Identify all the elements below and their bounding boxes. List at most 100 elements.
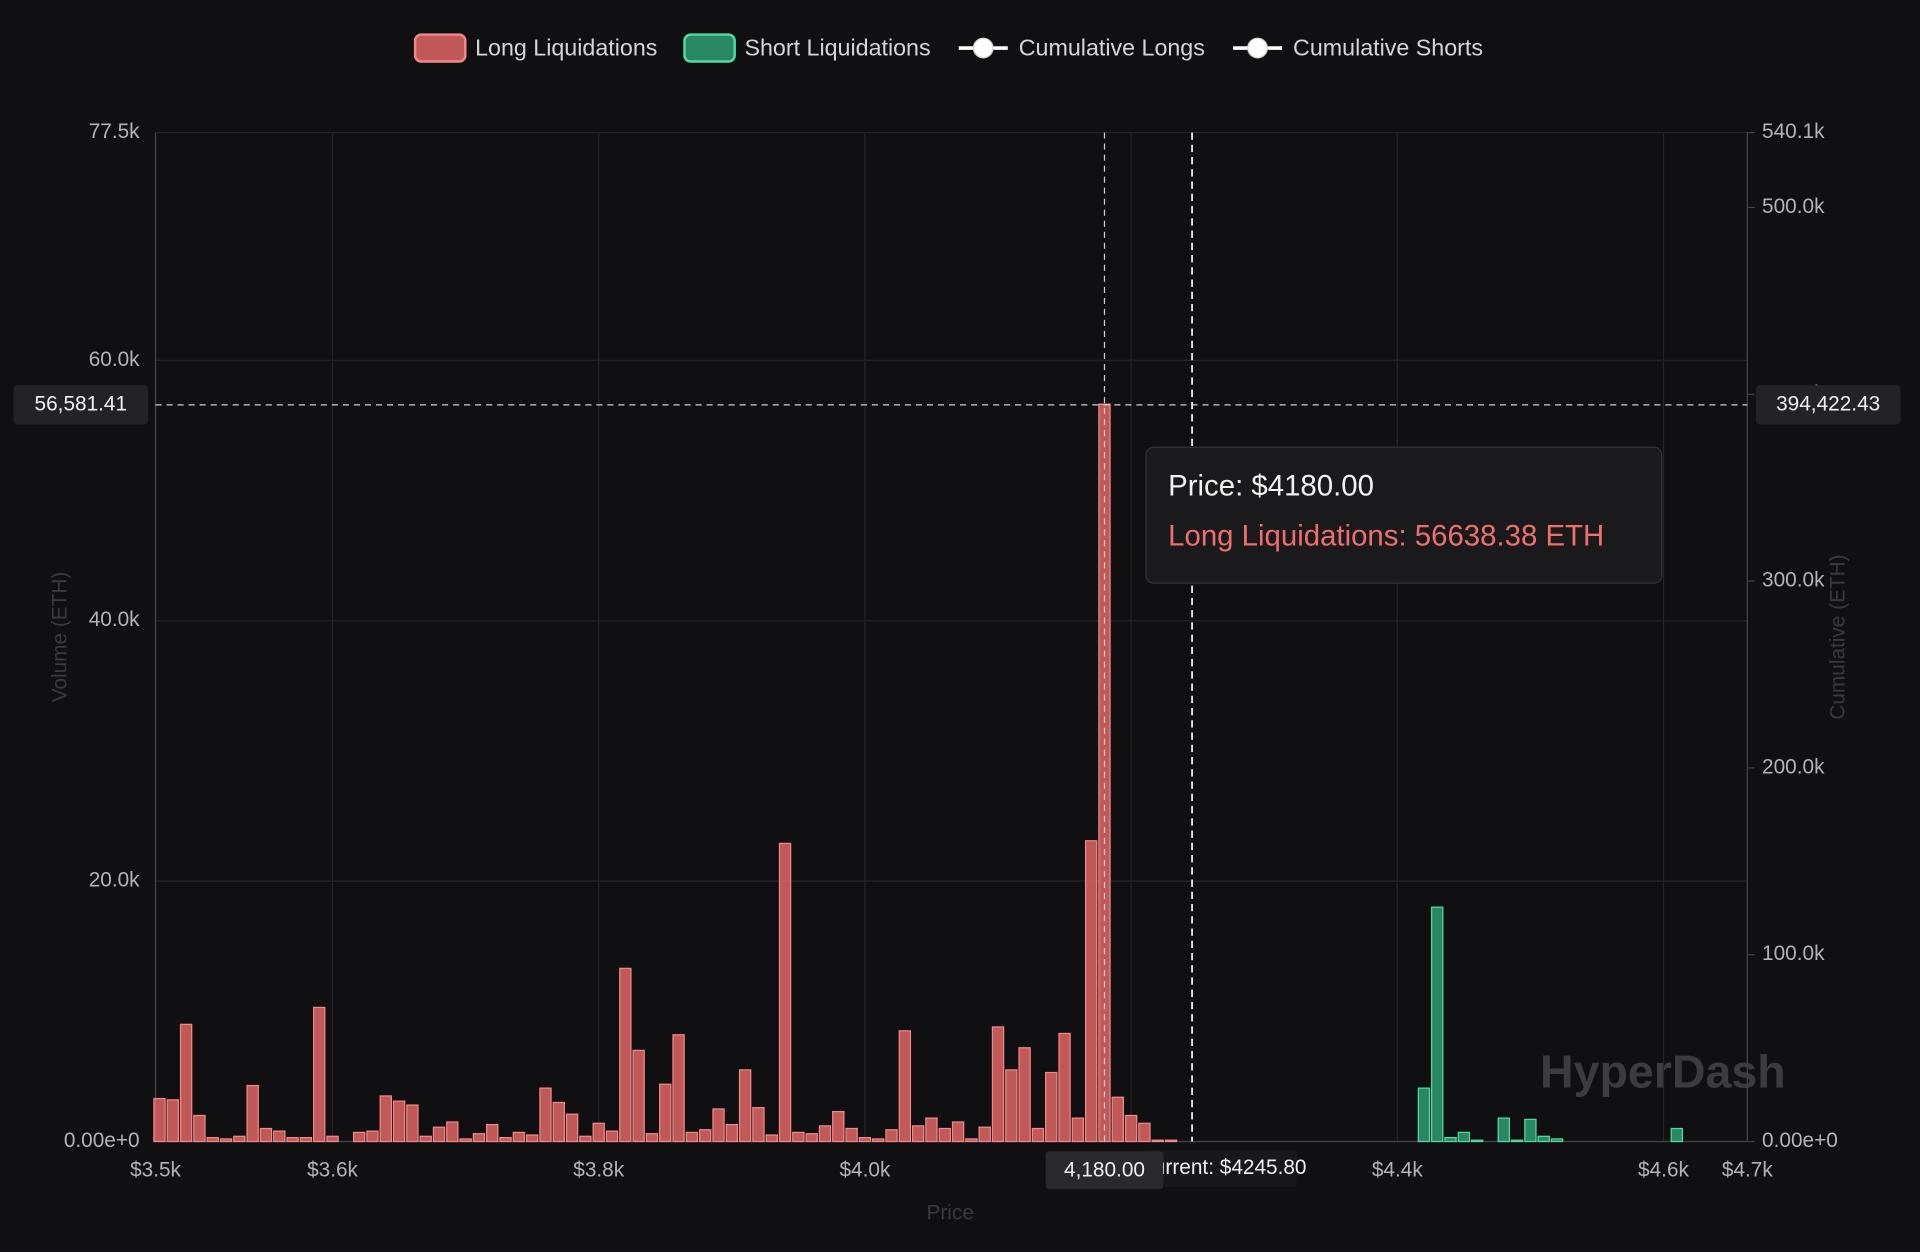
legend-label: Long Liquidations bbox=[475, 34, 657, 60]
crosshair-y-label: 56,581.41 bbox=[35, 392, 128, 415]
bar bbox=[925, 1117, 938, 1143]
legend-label: Cumulative Longs bbox=[1019, 34, 1205, 60]
bar bbox=[179, 1023, 193, 1143]
bar bbox=[1138, 1122, 1151, 1143]
bar bbox=[845, 1127, 858, 1143]
bar bbox=[392, 1100, 406, 1143]
y2-tick-label: 0.00e+0 bbox=[1762, 1129, 1838, 1152]
bar bbox=[1018, 1047, 1031, 1143]
bar bbox=[1084, 840, 1098, 1143]
bar bbox=[579, 1135, 592, 1143]
bar bbox=[792, 1131, 805, 1143]
bar bbox=[698, 1129, 712, 1143]
crosshair-y-label-box bbox=[13, 385, 149, 425]
bar bbox=[552, 1101, 565, 1143]
bar bbox=[978, 1126, 991, 1143]
x-tick-label: $3.5k bbox=[130, 1158, 181, 1181]
bar bbox=[219, 1138, 233, 1143]
bar bbox=[1031, 1127, 1045, 1143]
y-tick-label: 0.00e+0 bbox=[64, 1129, 140, 1152]
bar bbox=[1431, 906, 1444, 1143]
y-tick-label: 60.0k bbox=[89, 348, 140, 371]
tooltip-box bbox=[1145, 446, 1663, 584]
bar bbox=[938, 1127, 951, 1143]
bar bbox=[752, 1107, 765, 1143]
x-tick-label: $3.8k bbox=[573, 1158, 624, 1181]
bar bbox=[645, 1133, 659, 1143]
bar bbox=[259, 1127, 273, 1143]
crosshair-x-label: 4,180.00 bbox=[1064, 1158, 1145, 1181]
bar bbox=[1164, 1139, 1178, 1143]
x-tick-label: $4.6k bbox=[1638, 1158, 1689, 1181]
legend-marker bbox=[1247, 37, 1268, 59]
legend-label: Short Liquidations bbox=[744, 34, 930, 60]
bar bbox=[619, 967, 632, 1143]
crosshair-y2-label: 394,422.43 bbox=[1776, 392, 1880, 415]
bar bbox=[432, 1126, 446, 1143]
y-tick-label: 20.0k bbox=[89, 869, 140, 892]
bar bbox=[951, 1121, 965, 1143]
y-tick-label: 77.5k bbox=[89, 120, 140, 143]
bar bbox=[765, 1134, 778, 1143]
legend-marker bbox=[972, 37, 994, 59]
y2-tick-label: 540.1k bbox=[1762, 120, 1825, 143]
bar bbox=[286, 1136, 299, 1143]
bar bbox=[486, 1123, 499, 1143]
y2-axis-title: Cumulative (ETH) bbox=[1827, 554, 1850, 719]
bar bbox=[1510, 1139, 1524, 1143]
legend: Long Liquidations Short Liquidations Cumul… bbox=[413, 33, 1483, 63]
bar bbox=[659, 1083, 672, 1143]
bar bbox=[233, 1135, 246, 1143]
bar bbox=[352, 1131, 366, 1143]
bar bbox=[166, 1099, 180, 1143]
bar bbox=[991, 1026, 1005, 1143]
bar bbox=[592, 1122, 605, 1143]
bar bbox=[1497, 1117, 1510, 1143]
bar bbox=[805, 1133, 818, 1143]
bar bbox=[379, 1095, 392, 1143]
bar bbox=[406, 1104, 419, 1143]
bar bbox=[605, 1130, 619, 1143]
bar bbox=[898, 1030, 912, 1143]
bar bbox=[459, 1138, 472, 1143]
bar bbox=[206, 1136, 219, 1143]
bar bbox=[965, 1138, 978, 1143]
bar bbox=[565, 1113, 579, 1143]
bar bbox=[153, 1097, 166, 1143]
bar bbox=[858, 1136, 872, 1143]
crosshair-x-label-box bbox=[1045, 1151, 1164, 1190]
x-axis-title: Price bbox=[927, 1201, 974, 1224]
bar bbox=[1151, 1139, 1164, 1143]
bar bbox=[1670, 1127, 1684, 1143]
bar bbox=[832, 1110, 845, 1143]
bar bbox=[193, 1114, 206, 1143]
y2-tick-label: 100.0k bbox=[1762, 942, 1825, 965]
bar bbox=[778, 842, 792, 1143]
bar bbox=[499, 1136, 512, 1143]
crosshair-y2-label-box bbox=[1755, 385, 1901, 425]
bar bbox=[1550, 1138, 1564, 1143]
y2-tick-label: 300.0k bbox=[1762, 569, 1825, 592]
bar bbox=[685, 1131, 699, 1143]
bar bbox=[326, 1135, 339, 1143]
x-tick-label: $4.0k bbox=[839, 1158, 890, 1181]
x-tick-label: $3.6k bbox=[307, 1158, 358, 1181]
bar bbox=[299, 1136, 313, 1143]
bar bbox=[1045, 1071, 1058, 1143]
y-tick-label: 40.0k bbox=[89, 608, 140, 631]
bar bbox=[273, 1130, 286, 1143]
bar bbox=[885, 1129, 898, 1143]
bar bbox=[1005, 1069, 1018, 1143]
bar bbox=[419, 1135, 432, 1143]
bar bbox=[1537, 1135, 1550, 1143]
bar bbox=[818, 1125, 832, 1143]
bar bbox=[366, 1130, 379, 1143]
bar bbox=[712, 1108, 725, 1143]
bar bbox=[512, 1131, 526, 1143]
current-label-box bbox=[1147, 1150, 1298, 1187]
bar bbox=[446, 1121, 459, 1143]
y2-tick-label: 200.0k bbox=[1762, 755, 1825, 778]
bar bbox=[872, 1138, 885, 1143]
tooltip-long: Long Liquidations: 56638.38 ETH bbox=[1168, 520, 1604, 553]
